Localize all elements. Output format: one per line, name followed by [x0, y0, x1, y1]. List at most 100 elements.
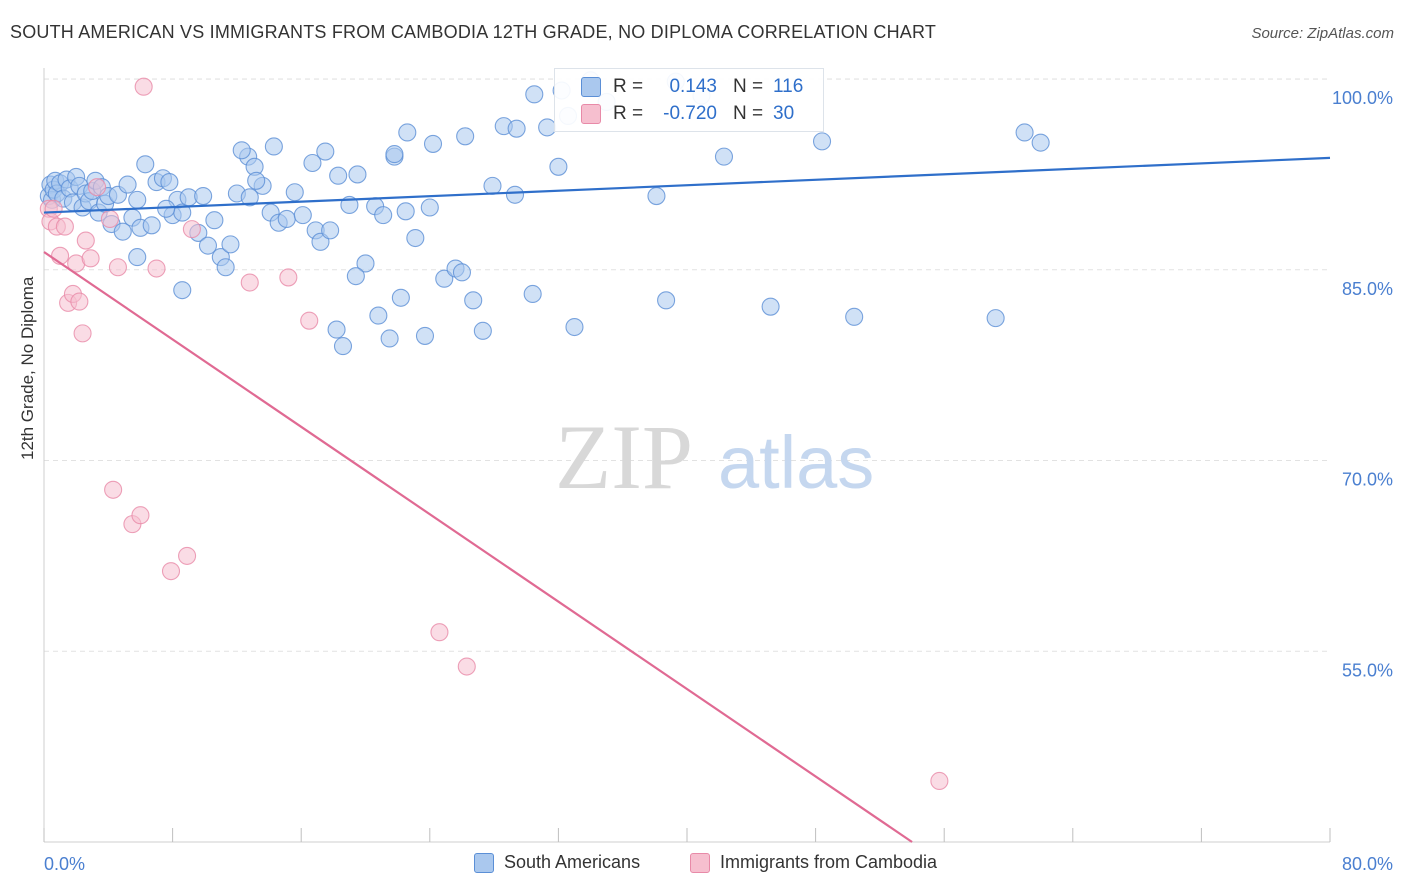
point-south-american [348, 165, 367, 184]
point-south-american [523, 284, 542, 304]
point-south-american [391, 288, 410, 307]
legend-swatch-south-americans [474, 852, 494, 873]
watermark-zip: ZIP [555, 406, 693, 508]
stats-row-cambodia: R = -0.720 N = 30 [555, 101, 823, 127]
point-cambodia [87, 178, 107, 197]
point-south-american [118, 175, 137, 194]
point-south-american [986, 309, 1005, 328]
point-south-american [205, 211, 224, 230]
bottom-legend: South Americans Immigrants from Cambodia [0, 852, 1406, 878]
point-cambodia [55, 217, 74, 236]
point-cambodia [76, 231, 95, 250]
legend-swatch-cambodia [690, 852, 710, 873]
point-south-american [714, 147, 734, 166]
point-south-american [369, 306, 388, 325]
point-south-american [321, 221, 340, 240]
legend-item-cambodia[interactable]: Immigrants from Cambodia [690, 852, 937, 873]
point-south-american [128, 248, 147, 267]
point-south-american [374, 206, 393, 225]
point-south-american [420, 198, 439, 217]
point-south-american [293, 206, 312, 225]
point-south-american [1031, 133, 1050, 152]
stats-legend-box: R = 0.143 N = 116 R = -0.720 N = 30 [554, 68, 824, 132]
point-south-american [327, 320, 346, 339]
trend-line-south-americans [43, 156, 1331, 214]
point-cambodia [178, 546, 197, 565]
point-cambodia [104, 480, 123, 499]
trend-line-cambodia [43, 251, 913, 843]
legend-label-south-americans: South Americans [504, 852, 641, 872]
source-label: Source: ZipAtlas.com [1251, 25, 1394, 42]
point-south-american [346, 267, 365, 286]
point-south-american [160, 173, 179, 192]
point-south-american [657, 291, 676, 310]
point-south-american [406, 228, 425, 248]
point-south-american [264, 137, 283, 156]
tick-labels: 55.0% 70.0% 85.0% 100.0% 0.0% 80.0% [44, 88, 1393, 874]
point-south-american [415, 326, 435, 345]
point-south-american [473, 321, 492, 340]
point-south-american [380, 329, 399, 348]
point-south-american [194, 187, 213, 206]
point-south-american [549, 157, 568, 176]
point-south-american [216, 258, 235, 277]
point-south-american [396, 202, 415, 221]
y-tick-label: 70.0% [1342, 470, 1393, 490]
n-value: 30 [773, 103, 795, 124]
r-label: R = [613, 103, 644, 124]
r-value: 0.143 [669, 76, 717, 97]
point-cambodia [100, 209, 119, 228]
point-cambodia [44, 199, 63, 218]
point-south-american [142, 216, 161, 235]
point-cambodia [81, 249, 100, 268]
point-cambodia [457, 657, 476, 676]
point-south-american [845, 307, 864, 326]
point-south-american [198, 236, 218, 255]
point-south-american [761, 297, 780, 316]
point-south-american [173, 281, 192, 300]
n-label: N = [733, 103, 764, 124]
r-label: R = [613, 76, 644, 97]
legend-item-south-americans[interactable]: South Americans [474, 852, 640, 873]
point-south-american [247, 171, 266, 190]
point-south-american [221, 235, 240, 254]
x-tick-label: 80.0% [1342, 854, 1393, 874]
point-cambodia [279, 268, 298, 287]
point-south-american [507, 119, 526, 138]
point-south-american [647, 187, 666, 206]
r-value: -0.720 [663, 103, 717, 124]
point-south-american [136, 155, 155, 174]
point-south-american [232, 141, 251, 160]
point-south-american [505, 185, 525, 204]
swatch-cambodia [581, 104, 601, 124]
point-cambodia [73, 324, 92, 343]
point-cambodia [930, 771, 949, 791]
point-south-american [285, 183, 304, 202]
chart-title: SOUTH AMERICAN VS IMMIGRANTS FROM CAMBOD… [10, 22, 937, 42]
n-label: N = [733, 76, 764, 97]
point-south-american [398, 123, 417, 142]
y-axis-title: 12th Grade, No Diploma [18, 276, 37, 460]
point-south-american [423, 134, 443, 153]
y-tick-label: 85.0% [1342, 279, 1393, 299]
point-south-american [812, 132, 832, 151]
grid-lines [44, 78, 1330, 652]
point-cambodia [430, 623, 449, 642]
point-south-american [240, 188, 259, 207]
point-cambodia [182, 220, 201, 239]
legend-label-cambodia: Immigrants from Cambodia [720, 852, 938, 872]
n-value: 116 [773, 76, 804, 97]
trend-lines [43, 156, 1331, 843]
swatch-south-americans [581, 77, 601, 97]
watermark-atlas: atlas [718, 421, 874, 504]
point-south-american [565, 317, 584, 337]
point-south-american [316, 142, 335, 161]
point-cambodia [147, 259, 166, 278]
y-tick-label: 55.0% [1342, 660, 1393, 680]
point-south-american [303, 153, 322, 173]
point-cambodia [300, 311, 319, 330]
point-cambodia [108, 258, 127, 277]
point-south-american [483, 176, 502, 195]
point-south-american [1015, 123, 1034, 142]
